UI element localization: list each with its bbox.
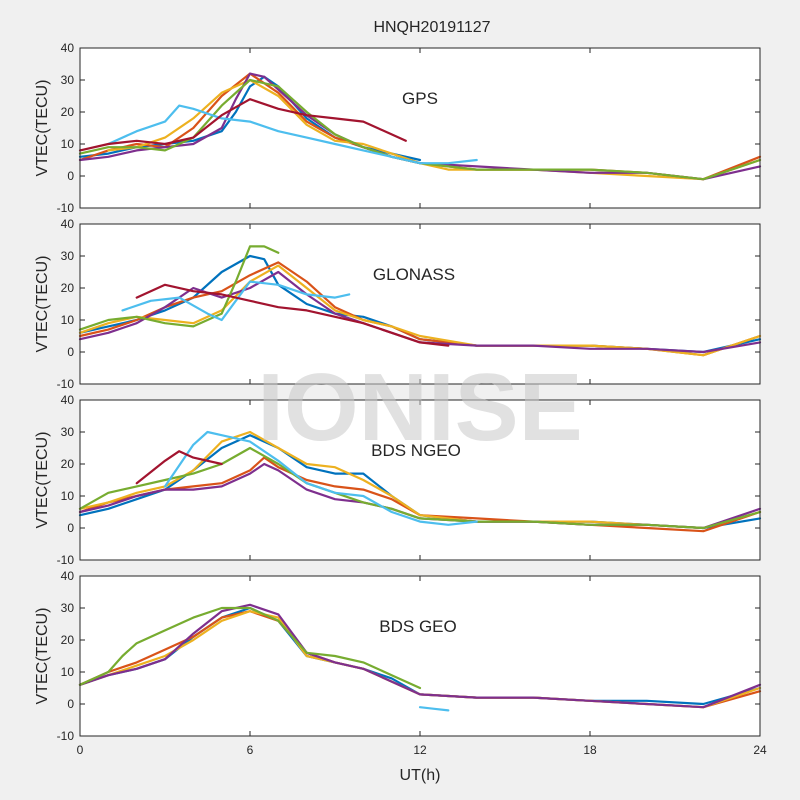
x-axis-label: UT(h) bbox=[400, 767, 441, 784]
y-tick-label: -10 bbox=[57, 729, 75, 743]
panel-label: BDS GEO bbox=[379, 617, 456, 636]
y-tick-label: 30 bbox=[61, 249, 75, 263]
y-tick-label: 40 bbox=[61, 217, 75, 231]
series-line bbox=[135, 283, 450, 347]
panel-2: -10 0 10 20 30 40 VTEC(TECU) BDS NGEO bbox=[34, 393, 762, 567]
y-axis-label: VTEC(TECU) bbox=[34, 432, 51, 529]
figure-title: HNQH20191127 bbox=[373, 19, 490, 36]
y-tick-label: 0 bbox=[67, 345, 74, 359]
x-tick-label: 6 bbox=[247, 743, 254, 757]
y-axis-label: VTEC(TECU) bbox=[34, 80, 51, 177]
plot-area bbox=[80, 224, 760, 384]
x-tick-label: 0 bbox=[77, 743, 84, 757]
y-axis-label: VTEC(TECU) bbox=[34, 256, 51, 353]
y-tick-label: 20 bbox=[61, 633, 75, 647]
x-tick-label: 24 bbox=[753, 743, 767, 757]
y-tick-label: 20 bbox=[61, 457, 75, 471]
panel-0: -10 0 10 20 30 40 VTEC(TECU) GPS bbox=[34, 41, 762, 215]
y-tick-label: 10 bbox=[61, 489, 75, 503]
y-tick-label: 30 bbox=[61, 425, 75, 439]
y-tick-label: 30 bbox=[61, 73, 75, 87]
y-tick-label: 10 bbox=[61, 313, 75, 327]
y-tick-label: 0 bbox=[67, 697, 74, 711]
series-line bbox=[78, 78, 762, 181]
x-tick-label: 12 bbox=[413, 743, 427, 757]
y-tick-label: -10 bbox=[57, 553, 75, 567]
y-tick-label: 20 bbox=[61, 105, 75, 119]
panel-label: GPS bbox=[402, 89, 438, 108]
watermark-text: IONISE bbox=[257, 354, 582, 461]
series-line bbox=[135, 450, 223, 485]
series-line bbox=[78, 98, 407, 152]
y-tick-label: 0 bbox=[67, 169, 74, 183]
panel-1: -10 0 10 20 30 40 VTEC(TECU) GLONASS bbox=[34, 217, 762, 391]
y-axis-label: VTEC(TECU) bbox=[34, 608, 51, 705]
y-tick-label: 10 bbox=[61, 137, 75, 151]
series-line bbox=[78, 606, 422, 690]
series-line bbox=[78, 603, 762, 709]
plot-area bbox=[80, 400, 760, 560]
series-line bbox=[418, 706, 450, 712]
series-line bbox=[107, 104, 478, 165]
y-tick-label: 40 bbox=[61, 393, 75, 407]
series-line bbox=[78, 270, 762, 354]
y-tick-label: 40 bbox=[61, 41, 75, 55]
y-tick-label: -10 bbox=[57, 201, 75, 215]
panel-label: GLONASS bbox=[373, 265, 455, 284]
y-tick-label: 20 bbox=[61, 281, 75, 295]
y-tick-label: 10 bbox=[61, 665, 75, 679]
y-tick-label: -10 bbox=[57, 377, 75, 391]
series-line bbox=[121, 280, 351, 322]
y-tick-label: 30 bbox=[61, 601, 75, 615]
series-line bbox=[78, 264, 762, 357]
y-tick-label: 0 bbox=[67, 521, 74, 535]
panel-label: BDS NGEO bbox=[371, 441, 461, 460]
series-line bbox=[78, 245, 280, 331]
y-tick-label: 40 bbox=[61, 569, 75, 583]
x-tick-label: 18 bbox=[583, 743, 597, 757]
plot-area bbox=[80, 576, 760, 736]
series-line bbox=[163, 430, 478, 526]
plot-area bbox=[80, 48, 760, 208]
